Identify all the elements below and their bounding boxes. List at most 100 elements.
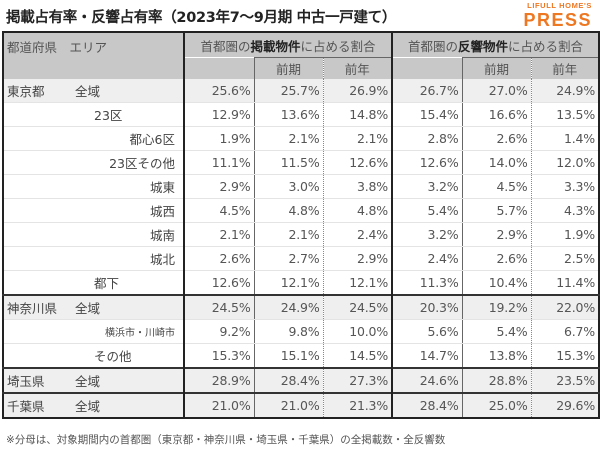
area-cell: 千葉県 全域	[3, 392, 185, 419]
value-cell: 29.6%	[531, 392, 599, 419]
value-cell: 3.2%	[392, 174, 463, 199]
value-cell: 28.9%	[184, 367, 255, 394]
area-cell: 23区	[3, 102, 185, 127]
value-cell: 5.4%	[462, 319, 532, 344]
value-cell: 2.6%	[462, 246, 532, 271]
table-row: 横浜市・川崎市 9.2% 9.8% 10.0% 5.6% 5.4% 6.7%	[3, 319, 599, 344]
table-row: 23区 12.9% 13.6% 14.8% 15.4% 16.6% 13.5%	[3, 102, 599, 127]
value-cell: 4.5%	[462, 174, 532, 199]
value-cell: 12.6%	[184, 270, 255, 296]
area-cell: 城西	[3, 198, 185, 223]
value-cell: 12.1%	[254, 270, 324, 296]
value-cell: 21.3%	[323, 392, 393, 419]
value-cell: 24.5%	[184, 294, 255, 320]
value-cell: 1.4%	[531, 126, 599, 151]
header-prefix: 首都圏の	[200, 38, 251, 54]
value-cell: 10.0%	[323, 319, 393, 344]
value-cell: 12.1%	[323, 270, 393, 296]
value-cell: 2.6%	[462, 126, 532, 151]
value-cell: 3.3%	[531, 174, 599, 199]
value-cell: 9.2%	[184, 319, 255, 344]
area-cell: 23区その他	[3, 150, 185, 175]
listing-current-header	[184, 57, 255, 79]
value-cell: 26.7%	[392, 79, 463, 103]
area-cell: 埼玉県 全域	[3, 367, 185, 394]
value-cell: 4.5%	[184, 198, 255, 223]
logo-bottom-text: PRESS	[523, 9, 592, 30]
prefecture-label: 東京都	[7, 84, 45, 99]
value-cell: 27.3%	[323, 367, 393, 394]
value-cell: 27.0%	[462, 79, 532, 103]
value-cell: 15.4%	[392, 102, 463, 127]
value-cell: 14.8%	[323, 102, 393, 127]
table-row: その他 15.3% 15.1% 14.5% 14.7% 13.8% 15.3%	[3, 343, 599, 369]
value-cell: 23.5%	[531, 367, 599, 394]
footnote: ※分母は、対象期間内の首都圏（東京都・神奈川県・埼玉県・千葉県）の全掲載数・全反…	[6, 434, 446, 446]
value-cell: 10.4%	[462, 270, 532, 296]
value-cell: 25.0%	[462, 392, 532, 419]
value-cell: 24.6%	[392, 367, 463, 394]
brand-logo: LIFULL HOME'S PRESS	[523, 2, 592, 29]
area-cell: 東京都 全域	[3, 79, 185, 103]
value-cell: 26.9%	[323, 79, 393, 103]
value-cell: 11.5%	[254, 150, 324, 175]
value-cell: 28.4%	[254, 367, 324, 394]
table-row: 城東 2.9% 3.0% 3.8% 3.2% 4.5% 3.3%	[3, 174, 599, 199]
prefecture-label: 千葉県	[7, 399, 45, 414]
prefecture-label: 埼玉県	[7, 374, 45, 389]
value-cell: 3.2%	[392, 222, 463, 247]
area-column-header: 都道府県 エリア	[3, 32, 185, 79]
value-cell: 3.8%	[323, 174, 393, 199]
value-cell: 1.9%	[184, 126, 255, 151]
response-prev-year-header: 前年	[531, 57, 599, 79]
value-cell: 16.6%	[462, 102, 532, 127]
area-cell: 都下	[3, 270, 185, 296]
value-cell: 2.1%	[323, 126, 393, 151]
value-cell: 25.7%	[254, 79, 324, 103]
area-label: 全域	[75, 301, 101, 316]
value-cell: 14.5%	[323, 343, 393, 369]
value-cell: 11.1%	[184, 150, 255, 175]
value-cell: 11.4%	[531, 270, 599, 296]
listing-prev-period-header: 前期	[253, 57, 324, 79]
value-cell: 21.0%	[254, 392, 324, 419]
value-cell: 2.9%	[184, 174, 255, 199]
value-cell: 14.0%	[462, 150, 532, 175]
value-cell: 5.6%	[392, 319, 463, 344]
value-cell: 4.3%	[531, 198, 599, 223]
value-cell: 12.6%	[392, 150, 463, 175]
listing-share-header: 首都圏の掲載物件に占める割合	[184, 32, 393, 58]
value-cell: 12.9%	[184, 102, 255, 127]
value-cell: 13.8%	[462, 343, 532, 369]
value-cell: 14.7%	[392, 343, 463, 369]
response-share-header: 首都圏の反響物件に占める割合	[392, 32, 599, 58]
area-cell: 城北	[3, 246, 185, 271]
value-cell: 25.6%	[184, 79, 255, 103]
value-cell: 24.5%	[323, 294, 393, 320]
value-cell: 3.0%	[254, 174, 324, 199]
area-cell: 神奈川県 全域	[3, 294, 185, 320]
area-cell: 横浜市・川崎市	[3, 319, 185, 344]
table-row: 城南 2.1% 2.1% 2.4% 3.2% 2.9% 1.9%	[3, 222, 599, 247]
value-cell: 9.8%	[254, 319, 324, 344]
header-bold: 掲載物件	[250, 38, 301, 54]
value-cell: 20.3%	[392, 294, 463, 320]
area-cell: 城東	[3, 174, 185, 199]
table-row: 城西 4.5% 4.8% 4.8% 5.4% 5.7% 4.3%	[3, 198, 599, 223]
value-cell: 19.2%	[462, 294, 532, 320]
area-cell: 都心6区	[3, 126, 185, 151]
header-bold: 反響物件	[457, 38, 508, 54]
logo-top-text: LIFULL HOME'S	[527, 1, 592, 10]
value-cell: 2.1%	[254, 222, 324, 247]
value-cell: 22.0%	[531, 294, 599, 320]
value-cell: 2.9%	[323, 246, 393, 271]
table-row: 城北 2.6% 2.7% 2.9% 2.4% 2.6% 2.5%	[3, 246, 599, 271]
area-label: 全域	[75, 399, 101, 414]
value-cell: 24.9%	[254, 294, 324, 320]
value-cell: 28.4%	[392, 392, 463, 419]
value-cell: 2.7%	[254, 246, 324, 271]
value-cell: 2.1%	[184, 222, 255, 247]
area-cell: 城南	[3, 222, 185, 247]
occupancy-table: 都道府県 エリア 首都圏の掲載物件に占める割合 首都圏の反響物件に占める割合 前…	[2, 31, 600, 419]
response-prev-period-header: 前期	[461, 57, 532, 79]
